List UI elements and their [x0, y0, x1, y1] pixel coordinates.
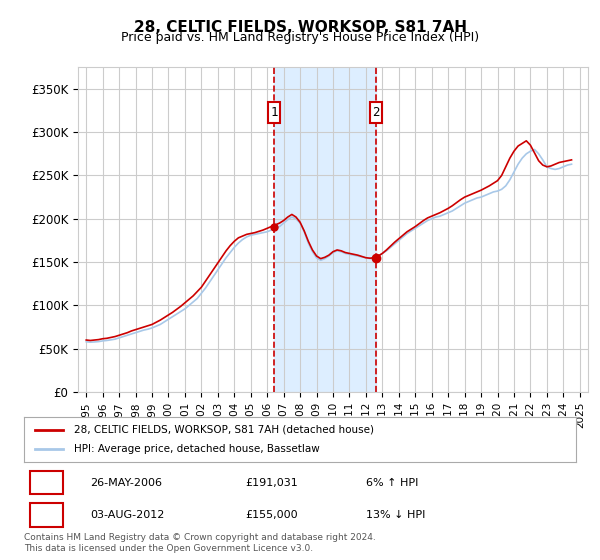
Text: £155,000: £155,000	[245, 510, 298, 520]
Text: 13% ↓ HPI: 13% ↓ HPI	[366, 510, 425, 520]
FancyBboxPatch shape	[29, 472, 62, 494]
FancyBboxPatch shape	[29, 503, 62, 526]
Bar	[274, 67, 376, 392]
Text: 28, CELTIC FIELDS, WORKSOP, S81 7AH (detached house): 28, CELTIC FIELDS, WORKSOP, S81 7AH (det…	[74, 424, 374, 435]
Text: 1: 1	[43, 477, 50, 489]
FancyBboxPatch shape	[268, 102, 280, 124]
Text: 28, CELTIC FIELDS, WORKSOP, S81 7AH: 28, CELTIC FIELDS, WORKSOP, S81 7AH	[133, 20, 467, 35]
FancyBboxPatch shape	[370, 102, 382, 124]
Text: 2: 2	[43, 508, 50, 521]
Text: Contains HM Land Registry data © Crown copyright and database right 2024.
This d: Contains HM Land Registry data © Crown c…	[24, 533, 376, 553]
Text: 03-AUG-2012: 03-AUG-2012	[90, 510, 164, 520]
Text: 2: 2	[372, 106, 380, 119]
Text: 26-MAY-2006: 26-MAY-2006	[90, 478, 162, 488]
Text: 6% ↑ HPI: 6% ↑ HPI	[366, 478, 419, 488]
Text: £191,031: £191,031	[245, 478, 298, 488]
Text: HPI: Average price, detached house, Bassetlaw: HPI: Average price, detached house, Bass…	[74, 445, 319, 455]
Text: 1: 1	[270, 106, 278, 119]
Text: Price paid vs. HM Land Registry's House Price Index (HPI): Price paid vs. HM Land Registry's House …	[121, 31, 479, 44]
